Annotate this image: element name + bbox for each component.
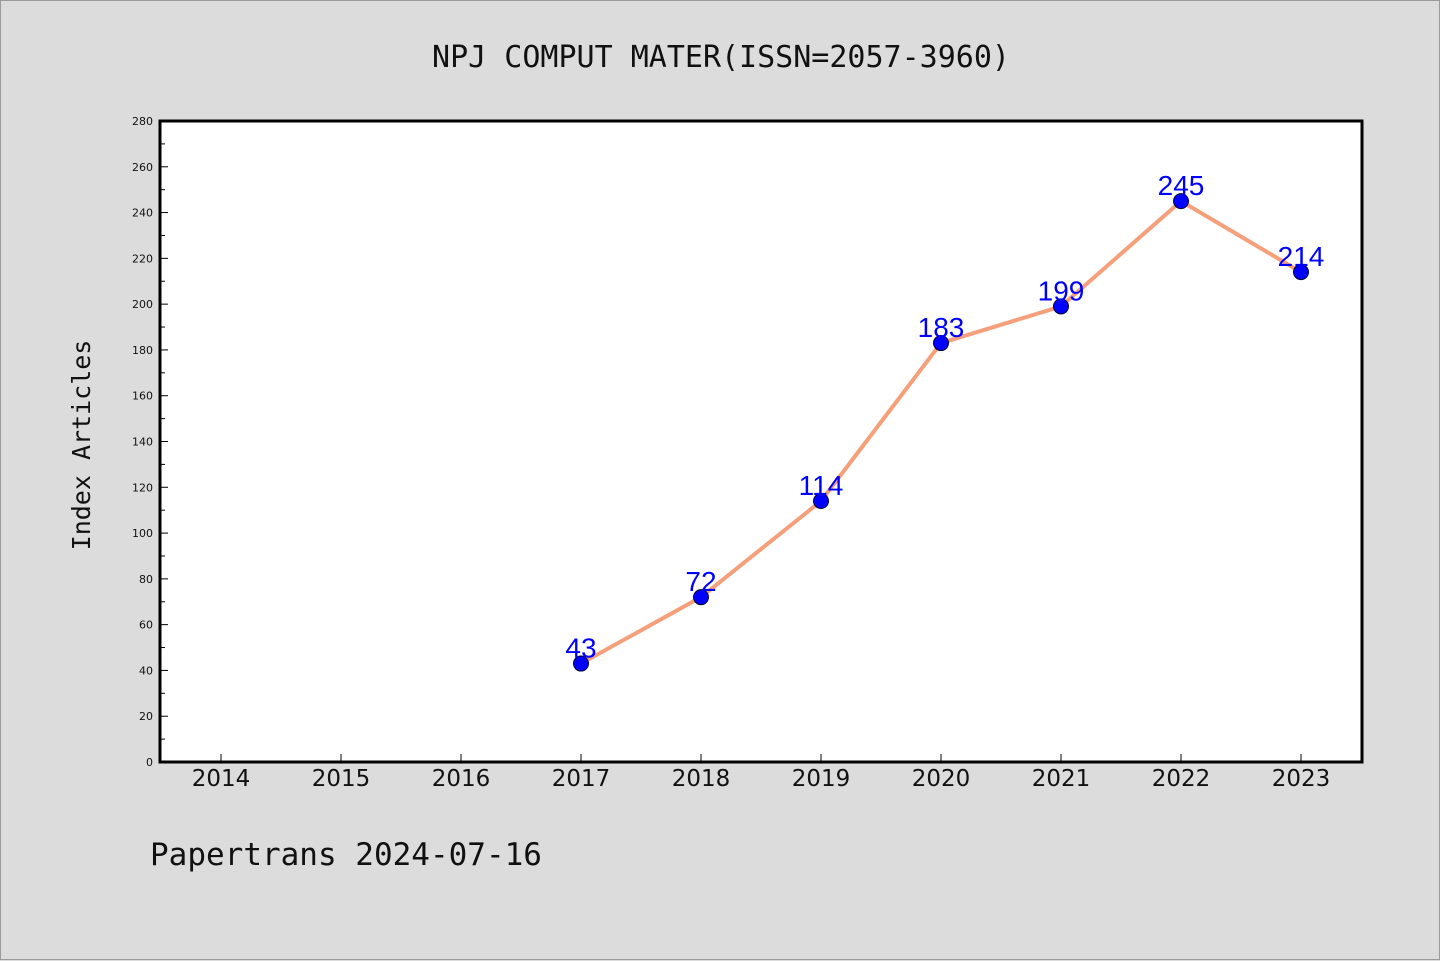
y-tick-label: 60 xyxy=(139,619,153,632)
chart-title: NPJ COMPUT MATER(ISSN=2057-3960) xyxy=(432,40,1010,75)
y-tick-label: 140 xyxy=(132,436,153,449)
data-point xyxy=(573,655,589,672)
y-tick-label: 100 xyxy=(132,527,153,540)
y-tick-label: 280 xyxy=(132,115,153,128)
x-tick-label: 2023 xyxy=(1272,766,1331,792)
series-line-layer xyxy=(573,193,1309,672)
y-tick-label: 40 xyxy=(139,664,153,677)
data-point xyxy=(1293,264,1309,281)
data-point xyxy=(933,335,949,352)
y-tick-label: 260 xyxy=(132,161,153,174)
x-tick-label: 2016 xyxy=(432,766,491,792)
data-label: 72 xyxy=(685,566,716,597)
x-tick-label: 2017 xyxy=(552,766,611,792)
plot-area xyxy=(160,121,1362,762)
data-point xyxy=(693,589,709,606)
y-axis-label: Index Articles xyxy=(67,340,96,551)
data-point xyxy=(1173,193,1189,210)
data-label: 245 xyxy=(1158,170,1205,201)
x-tick-label: 2015 xyxy=(312,766,371,792)
data-labels: 43 72 114 183 199 245 214 xyxy=(565,170,1324,663)
data-label: 114 xyxy=(799,470,844,501)
y-tick-label: 80 xyxy=(139,573,153,586)
y-tick-label: 160 xyxy=(132,390,153,403)
data-point xyxy=(813,493,829,510)
data-label: 199 xyxy=(1038,275,1085,306)
footer-watermark: Papertrans 2024-07-16 xyxy=(150,837,542,873)
y-tick-label: 220 xyxy=(132,252,153,265)
x-tick-label: 2022 xyxy=(1152,766,1211,792)
data-label: 43 xyxy=(565,633,596,664)
plot-border xyxy=(158,119,1364,764)
x-tick-label: 2019 xyxy=(792,766,851,792)
data-label: 214 xyxy=(1278,241,1325,272)
data-label: 183 xyxy=(918,312,965,343)
x-tick-label: 2018 xyxy=(672,766,731,792)
y-tick-label: 180 xyxy=(132,344,153,357)
data-point xyxy=(1053,298,1069,315)
x-tick-label: 2020 xyxy=(912,766,971,792)
axes: 0 20 40 60 80 100 120 140 160 180 200 220 240 260 280 2… xyxy=(132,115,1330,792)
y-tick-label: 0 xyxy=(146,756,153,769)
y-tick-label: 20 xyxy=(139,710,153,723)
x-tick-label: 2014 xyxy=(192,766,251,792)
y-tick-label: 120 xyxy=(132,481,153,494)
y-tick-label: 200 xyxy=(132,298,153,311)
y-tick-label: 240 xyxy=(132,207,153,220)
x-tick-label: 2021 xyxy=(1032,766,1091,792)
